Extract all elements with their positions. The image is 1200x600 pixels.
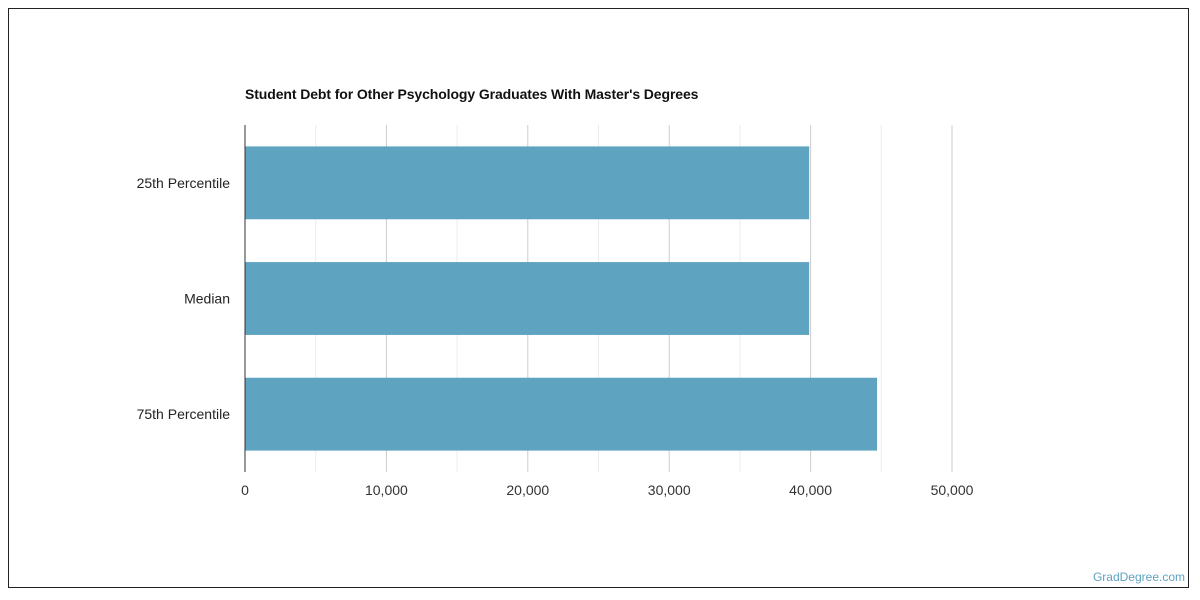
x-tick-label: 20,000 xyxy=(506,482,549,498)
bar-median[interactable] xyxy=(245,262,810,335)
category-label: 75th Percentile xyxy=(137,406,231,422)
bars xyxy=(245,146,878,451)
watermark-link[interactable]: GradDegree.com xyxy=(1092,570,1185,584)
x-tick-label: 40,000 xyxy=(789,482,832,498)
bar-75th-percentile[interactable] xyxy=(245,377,878,451)
x-tick-label: 10,000 xyxy=(365,482,408,498)
x-tick-label: 30,000 xyxy=(648,482,691,498)
x-tick-label: 0 xyxy=(241,482,249,498)
x-tick-labels: 0 10,000 20,000 30,000 40,000 50,000 xyxy=(241,482,974,498)
chart-title: Student Debt for Other Psychology Gradua… xyxy=(245,86,699,102)
category-label: 25th Percentile xyxy=(137,175,231,191)
x-tick-label: 50,000 xyxy=(931,482,974,498)
category-labels: 25th Percentile Median 75th Percentile xyxy=(137,175,231,422)
category-label: Median xyxy=(184,291,230,307)
bar-25th-percentile[interactable] xyxy=(245,146,810,220)
